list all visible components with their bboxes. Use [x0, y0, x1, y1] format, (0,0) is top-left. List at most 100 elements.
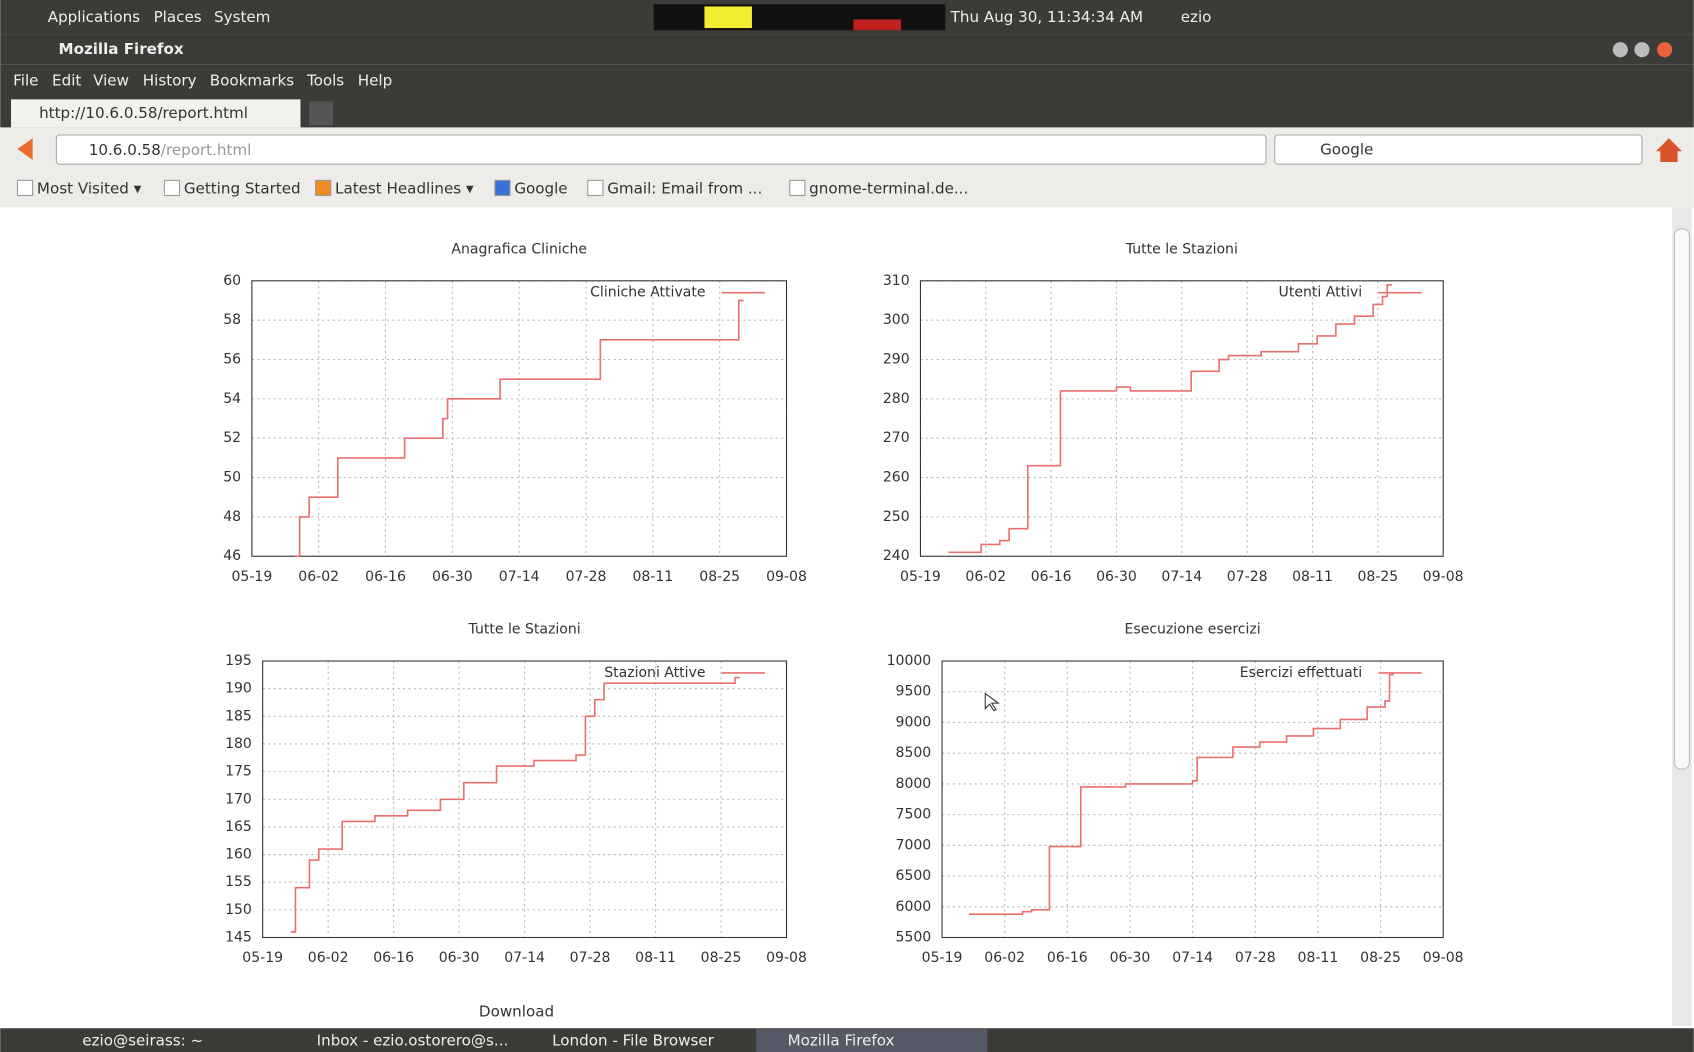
- plot-frame: [919, 280, 1444, 557]
- y-tick-label: 9500: [896, 684, 932, 700]
- bookmark-icon: [587, 179, 604, 197]
- close-button[interactable]: [1657, 42, 1673, 58]
- y-tick-label: 48: [223, 509, 241, 525]
- panel-menu[interactable]: Places: [154, 8, 202, 26]
- series-line: [948, 283, 1392, 554]
- x-tick-label: 08-25: [1357, 569, 1398, 585]
- user-name: ezio: [1181, 8, 1212, 26]
- bookmark-icon: [16, 179, 34, 197]
- y-tick-label: 190: [225, 681, 252, 697]
- menu-item[interactable]: History: [143, 72, 197, 90]
- y-tick-label: 270: [883, 430, 910, 446]
- search-placeholder[interactable]: Google: [1320, 141, 1373, 159]
- x-tick-label: 08-11: [1292, 569, 1333, 585]
- series-line: [290, 676, 740, 933]
- tab[interactable]: [11, 99, 301, 128]
- y-tick-label: 260: [883, 470, 910, 486]
- x-tick-label: 08-11: [632, 569, 673, 585]
- bookmark-icon: [163, 179, 181, 197]
- x-tick-label: 08-11: [1298, 950, 1339, 966]
- x-tick-label: 05-19: [231, 569, 272, 585]
- menu-item[interactable]: Help: [358, 72, 392, 90]
- x-tick-label: 05-19: [242, 950, 283, 966]
- legend-label: Cliniche Attivate: [590, 285, 705, 301]
- x-tick-label: 09-08: [1423, 569, 1464, 585]
- x-tick-label: 07-28: [570, 950, 611, 966]
- task-button[interactable]: London - File Browser: [552, 1032, 715, 1050]
- menu-item[interactable]: Edit: [52, 72, 81, 90]
- menu-item[interactable]: File: [13, 72, 38, 90]
- task-button[interactable]: ezio@seirass: ~: [82, 1032, 203, 1050]
- search-bar[interactable]: [1274, 134, 1643, 165]
- plot-frame: [251, 280, 788, 557]
- chart-title: Anagrafica Cliniche: [451, 241, 587, 257]
- y-tick-label: 195: [225, 653, 252, 669]
- y-tick-label: 180: [225, 736, 252, 752]
- url-host: 10.6.0.58: [89, 141, 161, 159]
- window-title: Mozilla Firefox: [59, 40, 184, 58]
- task-button[interactable]: Mozilla Firefox: [788, 1032, 895, 1050]
- bookmark[interactable]: Most Visited ▾: [37, 180, 142, 198]
- download-link[interactable]: Download: [479, 1003, 554, 1021]
- menu-item[interactable]: Bookmarks: [210, 72, 295, 90]
- bookmark[interactable]: Getting Started: [184, 180, 301, 198]
- x-tick-label: 06-30: [439, 950, 480, 966]
- scrollbar-thumb[interactable]: [1673, 228, 1691, 770]
- bookmark[interactable]: Latest Headlines ▾: [335, 180, 474, 198]
- series-line: [968, 673, 1394, 915]
- url-bar[interactable]: [55, 134, 1267, 165]
- x-tick-label: 08-11: [635, 950, 676, 966]
- active-task[interactable]: [756, 1029, 988, 1052]
- maximize-button[interactable]: [1634, 42, 1650, 58]
- x-tick-label: 06-02: [984, 950, 1025, 966]
- bookmark[interactable]: Google: [514, 180, 567, 198]
- tab-label[interactable]: http://10.6.0.58/report.html: [39, 104, 248, 122]
- series-line: [294, 299, 744, 558]
- panel-menu[interactable]: Applications: [48, 8, 140, 26]
- y-tick-label: 9000: [896, 714, 932, 730]
- y-tick-label: 290: [883, 352, 910, 368]
- url-text[interactable]: 10.6.0.58/report.html: [89, 141, 252, 159]
- x-tick-label: 07-14: [1172, 950, 1213, 966]
- y-tick-label: 52: [223, 430, 241, 446]
- y-tick-label: 60: [223, 273, 241, 289]
- task-button[interactable]: Inbox - ezio.ostorero@s...: [317, 1032, 509, 1050]
- back-button[interactable]: [17, 138, 33, 160]
- y-tick-label: 10000: [887, 653, 932, 669]
- x-tick-label: 06-02: [298, 569, 339, 585]
- new-tab-button[interactable]: [309, 101, 333, 126]
- x-tick-label: 07-14: [1161, 569, 1202, 585]
- y-tick-label: 280: [883, 391, 910, 407]
- legend-label: Stazioni Attive: [604, 665, 705, 681]
- menu-item[interactable]: Tools: [306, 72, 344, 90]
- x-tick-label: 09-08: [766, 569, 807, 585]
- bookmark[interactable]: Gmail: Email from ...: [607, 180, 762, 198]
- x-tick-label: 08-25: [699, 569, 740, 585]
- content: [8, 207, 1673, 1027]
- x-tick-label: 05-19: [922, 950, 963, 966]
- minimize-button[interactable]: [1612, 42, 1628, 58]
- plot-frame: [262, 660, 788, 939]
- clock: Thu Aug 30, 11:34:34 AM: [950, 8, 1143, 26]
- monitor-graph: [704, 6, 752, 29]
- chart-title: Esecuzione esercizi: [1125, 622, 1261, 638]
- chart-title: Tutte le Stazioni: [468, 622, 581, 638]
- y-tick-label: 50: [223, 470, 241, 486]
- bookmark[interactable]: gnome-terminal.de...: [809, 180, 968, 198]
- panel-menu[interactable]: System: [214, 8, 270, 26]
- y-tick-label: 8500: [896, 745, 932, 761]
- menu-item[interactable]: View: [93, 72, 129, 90]
- bookmark-icon: [315, 179, 332, 197]
- y-tick-label: 240: [883, 548, 910, 564]
- legend-label: Esercizi effettuati: [1240, 665, 1362, 681]
- y-tick-label: 310: [883, 273, 910, 289]
- y-tick-label: 6000: [896, 899, 932, 915]
- x-tick-label: 06-30: [1110, 950, 1151, 966]
- y-tick-label: 54: [223, 391, 241, 407]
- x-tick-label: 08-25: [1360, 950, 1401, 966]
- x-tick-label: 06-30: [432, 569, 473, 585]
- y-tick-label: 165: [225, 819, 252, 835]
- home-button[interactable]: [1655, 138, 1682, 163]
